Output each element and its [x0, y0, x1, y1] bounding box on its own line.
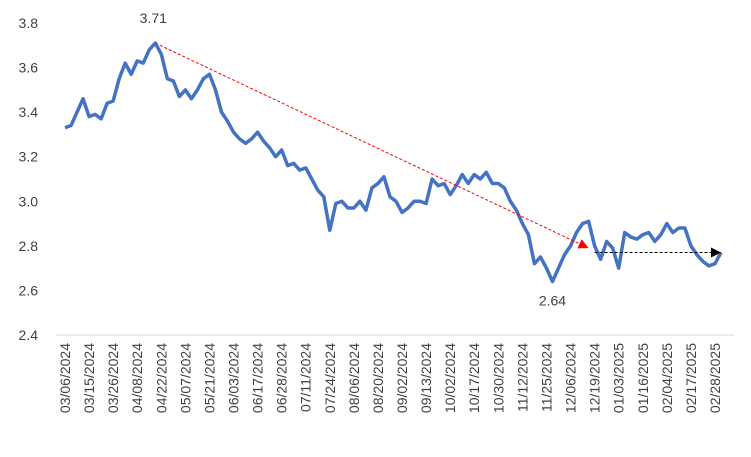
- data-label: 3.71: [140, 10, 167, 26]
- x-tick-label: 09/02/2024: [394, 343, 410, 413]
- y-tick-label: 3.2: [19, 149, 39, 165]
- y-tick-label: 3.8: [19, 15, 39, 31]
- y-tick-label: 2.4: [19, 327, 39, 343]
- x-tick-label: 04/22/2024: [153, 343, 169, 413]
- x-tick-label: 11/25/2024: [538, 343, 554, 412]
- x-tick-label: 02/17/2025: [683, 343, 699, 413]
- x-tick-label: 11/12/2024: [514, 343, 530, 412]
- x-tick-label: 03/26/2024: [105, 343, 121, 413]
- y-tick-label: 2.6: [19, 282, 39, 298]
- x-tick-label: 12/06/2024: [563, 343, 579, 413]
- x-tick-label: 08/20/2024: [370, 343, 386, 413]
- x-tick-label: 10/30/2024: [490, 343, 506, 413]
- x-tick-label: 05/07/2024: [177, 343, 193, 413]
- x-tick-label: 06/28/2024: [274, 343, 290, 413]
- x-tick-label: 01/03/2025: [611, 343, 627, 413]
- x-tick-label: 04/08/2024: [129, 343, 145, 413]
- x-tick-label: 08/06/2024: [346, 343, 362, 413]
- y-tick-label: 2.8: [19, 238, 39, 254]
- x-tick-label: 09/13/2024: [418, 343, 434, 413]
- x-tick-label: 03/06/2024: [57, 343, 73, 413]
- y-tick-label: 3.6: [19, 60, 39, 76]
- x-tick-label: 05/21/2024: [201, 343, 217, 413]
- data-line: [64, 41, 723, 284]
- x-tick-label: 01/16/2025: [635, 343, 651, 413]
- x-tick-label: 02/28/2025: [707, 343, 723, 413]
- arrow-head: [710, 247, 721, 258]
- arrow-head: [577, 239, 589, 249]
- x-tick-label: 07/11/2024: [298, 343, 314, 412]
- arrow-line: [155, 42, 589, 249]
- x-tick-label: 07/24/2024: [322, 343, 338, 413]
- data-label: 2.64: [539, 293, 566, 309]
- x-tick-label: 06/03/2024: [226, 343, 242, 413]
- y-tick-label: 3.4: [19, 104, 39, 120]
- x-tick-label: 02/04/2025: [659, 343, 675, 413]
- x-tick-label: 10/02/2024: [442, 343, 458, 413]
- x-tick-label: 03/15/2024: [81, 343, 97, 413]
- x-tick-label: 10/17/2024: [466, 343, 482, 413]
- y-tick-label: 3.0: [19, 193, 39, 209]
- x-tick-label: 12/19/2024: [587, 343, 603, 413]
- x-tick-label: 06/17/2024: [250, 343, 266, 413]
